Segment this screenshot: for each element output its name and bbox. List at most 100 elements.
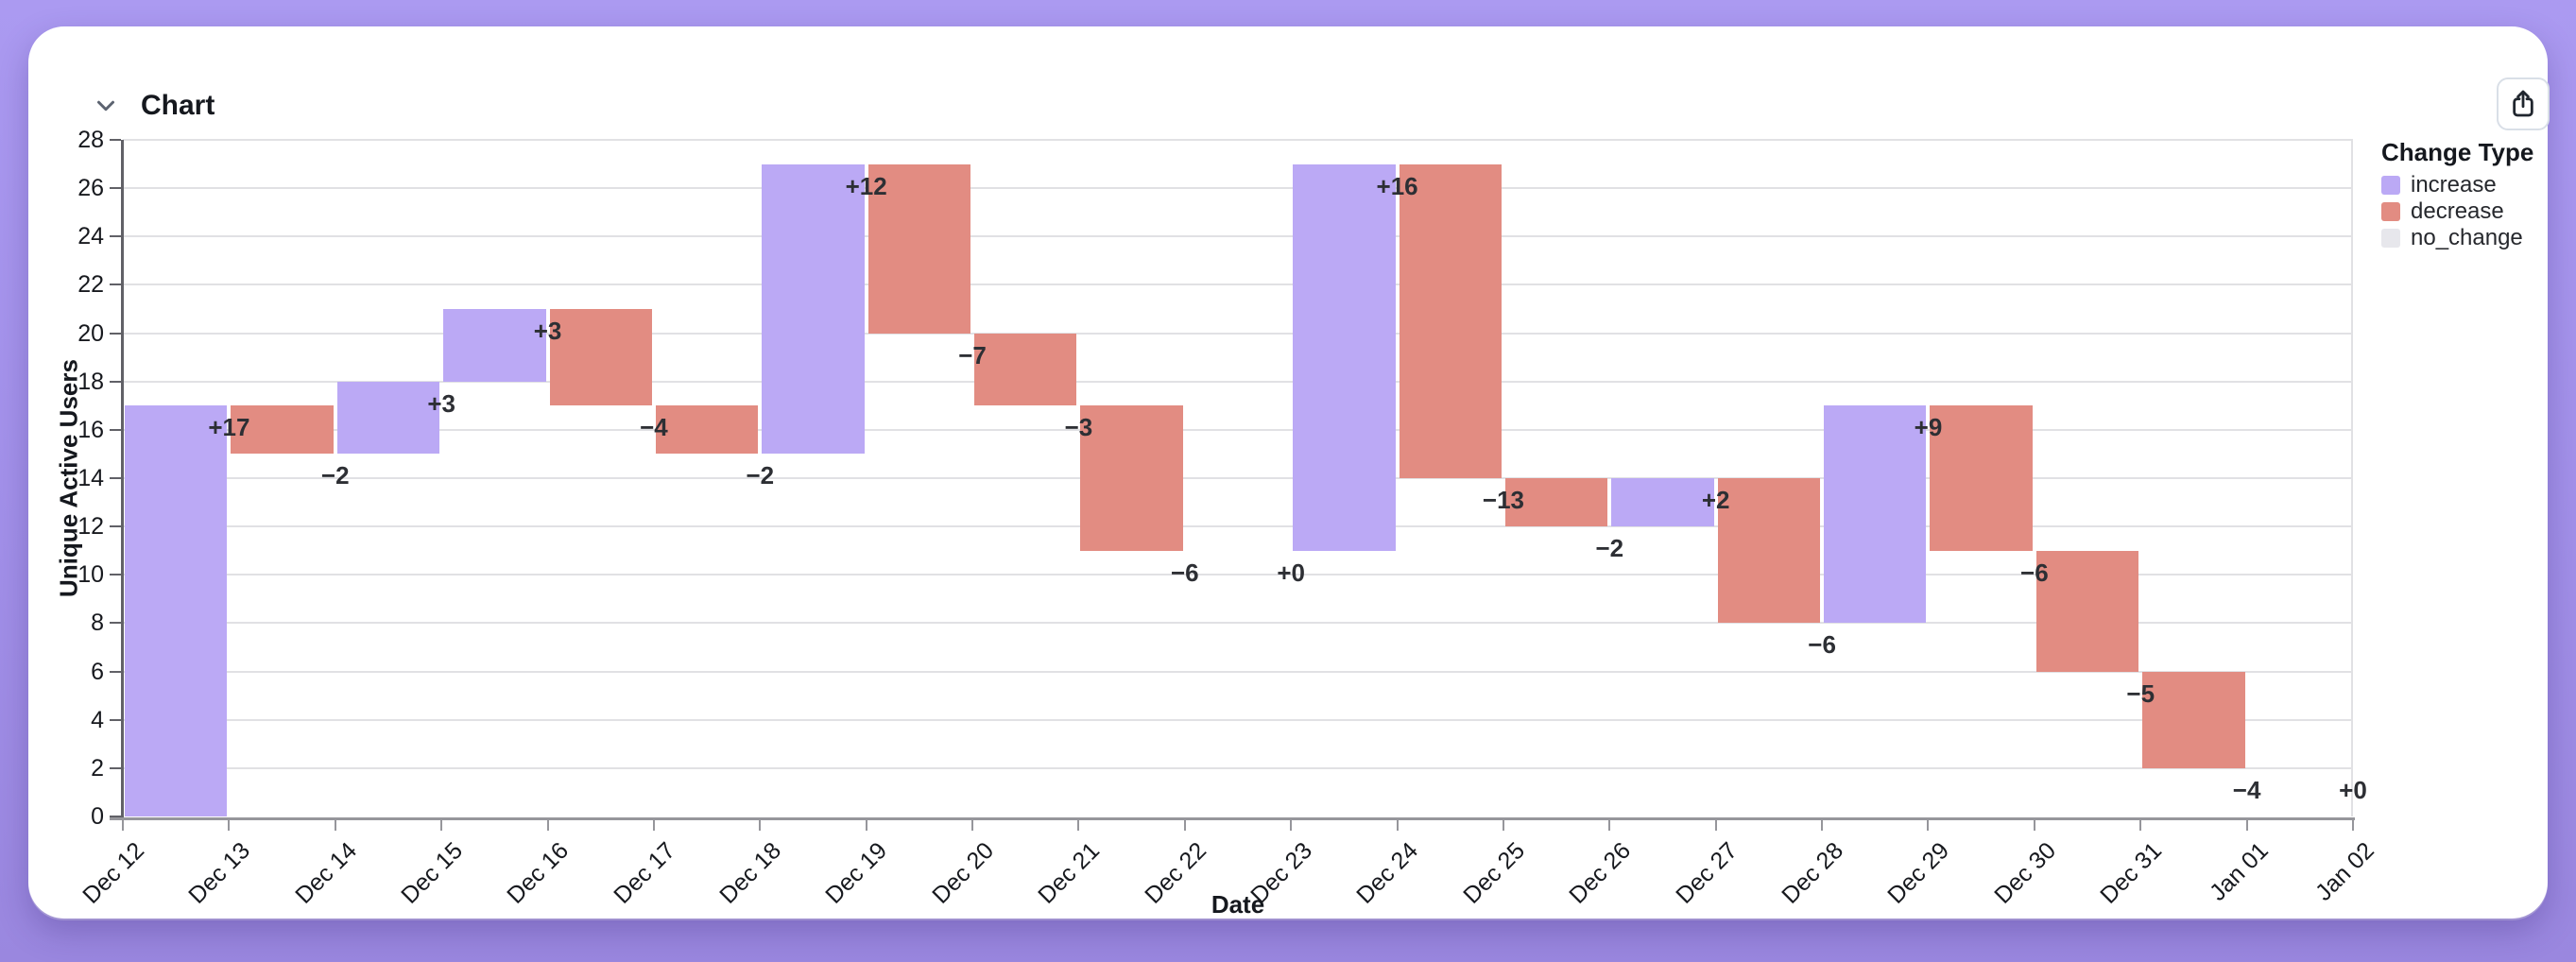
x-axis-tick <box>228 819 231 831</box>
legend-swatch-decrease <box>2381 202 2400 221</box>
bar-value-label: +0 <box>1277 558 1306 587</box>
x-tick-label: Jan 02 <box>2310 837 2379 906</box>
y-tick-label: 8 <box>91 610 104 637</box>
waterfall-bar-dec-23 <box>1293 163 1396 551</box>
waterfall-bar-dec-13 <box>231 405 334 455</box>
x-tick-label: Dec 18 <box>714 837 787 909</box>
x-axis-tick <box>2245 819 2248 831</box>
x-axis-tick <box>1502 819 1504 831</box>
gridline <box>123 525 2353 528</box>
waterfall-bar-dec-19 <box>867 163 971 334</box>
legend-label: increase <box>2411 172 2497 198</box>
x-tick-label: Dec 26 <box>1564 837 1637 909</box>
waterfall-bar-dec-15 <box>443 309 546 382</box>
x-axis-tick <box>1290 819 1293 831</box>
x-tick-label: Dec 29 <box>1882 837 1955 909</box>
x-axis-tick <box>1927 819 1930 831</box>
waterfall-bar-dec-31 <box>2142 671 2245 768</box>
legend-item-increase: increase <box>2381 172 2533 198</box>
share-button[interactable] <box>2497 77 2550 130</box>
legend-title: Change Type <box>2381 138 2534 166</box>
y-axis-tick <box>110 332 121 335</box>
x-axis-tick <box>1183 819 1186 831</box>
chart-card: Chart <box>28 26 2550 919</box>
x-axis-tick <box>1396 819 1399 831</box>
gridline <box>123 718 2353 721</box>
y-axis-tick <box>110 816 121 817</box>
x-axis-tick <box>334 819 336 831</box>
bar-value-label: +2 <box>1701 486 1730 514</box>
gridline <box>123 187 2353 190</box>
gridline <box>123 766 2353 769</box>
waterfall-bar-dec-30 <box>2035 550 2139 672</box>
waterfall-bar-dec-27 <box>1717 478 1821 624</box>
chart-legend: Change Type increase decrease no_change <box>2381 138 2533 251</box>
collapse-cell-button[interactable] <box>87 87 125 125</box>
gridline <box>123 235 2353 238</box>
y-axis-tick <box>110 718 121 721</box>
waterfall-bar-dec-21 <box>1080 405 1183 551</box>
chevron-down-icon <box>92 92 120 120</box>
legend-item-decrease: decrease <box>2381 198 2533 225</box>
x-axis-tick <box>2033 819 2035 831</box>
y-axis-tick <box>110 670 121 673</box>
bar-value-label: +3 <box>533 317 562 345</box>
x-axis-tick <box>759 819 762 831</box>
x-tick-label: Dec 12 <box>77 837 149 909</box>
y-tick-label: 12 <box>77 513 104 541</box>
bar-value-label: +0 <box>2339 775 2367 804</box>
y-tick-label: 2 <box>91 754 104 782</box>
gridline <box>123 428 2353 431</box>
gridline <box>123 622 2353 625</box>
gridline <box>123 380 2353 383</box>
x-axis-tick <box>122 819 124 831</box>
x-axis-tick <box>652 819 655 831</box>
x-tick-label: Dec 14 <box>289 837 362 909</box>
x-tick-label: Dec 16 <box>502 837 575 909</box>
x-tick-label: Dec 21 <box>1033 837 1106 909</box>
x-axis-tick <box>1077 819 1080 831</box>
bar-value-label: −2 <box>1595 534 1624 563</box>
x-axis-tick <box>2352 819 2354 831</box>
y-tick-label: 10 <box>77 561 104 589</box>
x-tick-label: Dec 20 <box>927 837 999 909</box>
y-tick-label: 0 <box>91 803 104 830</box>
y-tick-label: 26 <box>77 175 104 202</box>
share-icon <box>2508 89 2538 119</box>
gridline <box>123 139 2353 141</box>
waterfall-bar-dec-29 <box>1930 405 2033 551</box>
bar-value-label: −6 <box>1808 630 1836 660</box>
y-axis-tick <box>110 477 121 479</box>
bar-value-label: +16 <box>1376 171 1418 200</box>
y-tick-label: 24 <box>77 223 104 250</box>
x-axis-tick <box>971 819 974 831</box>
x-tick-label: Jan 01 <box>2204 837 2274 906</box>
legend-swatch-increase <box>2381 176 2400 195</box>
x-tick-label: Dec 13 <box>183 837 256 909</box>
bar-value-label: −5 <box>2126 679 2155 708</box>
y-axis-tick <box>110 622 121 625</box>
bar-value-label: −6 <box>2020 558 2049 587</box>
waterfall-bar-dec-24 <box>1399 163 1502 478</box>
x-tick-label: Dec 30 <box>1988 837 2061 909</box>
gridline <box>123 574 2353 576</box>
waterfall-bar-dec-16 <box>549 309 652 406</box>
x-axis-tick <box>865 819 867 831</box>
bar-value-label: +9 <box>1914 413 1943 442</box>
legend-item-no_change: no_change <box>2381 225 2533 251</box>
y-tick-label: 18 <box>77 368 104 395</box>
waterfall-bar-dec-28 <box>1824 405 1927 624</box>
y-axis-tick <box>110 139 121 141</box>
x-tick-label: Dec 22 <box>1139 837 1211 909</box>
bar-value-label: −13 <box>1482 486 1524 514</box>
y-axis-tick <box>110 187 121 190</box>
x-tick-label: Dec 15 <box>396 837 468 909</box>
waterfall-bar-dec-12 <box>125 405 228 816</box>
x-tick-label: Dec 19 <box>820 837 893 909</box>
gridline <box>123 332 2353 335</box>
x-tick-label: Dec 28 <box>1777 837 1848 909</box>
x-axis-tick <box>1821 819 1824 831</box>
waterfall-bar-dec-26 <box>1611 478 1714 527</box>
y-tick-label: 28 <box>77 127 104 153</box>
